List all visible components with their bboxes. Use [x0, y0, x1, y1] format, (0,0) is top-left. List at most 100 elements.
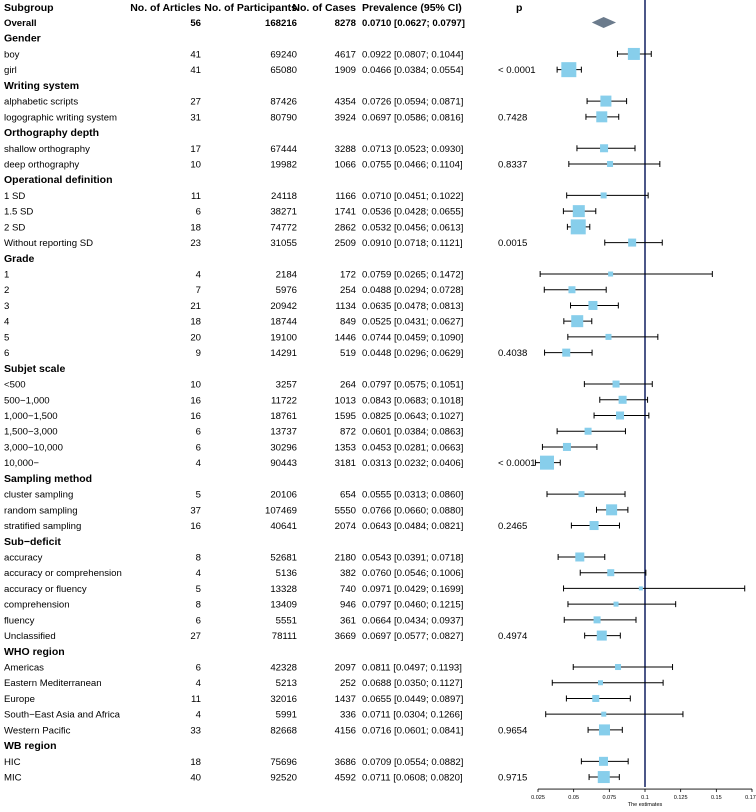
estimate-box — [607, 569, 615, 577]
table-row: HIC 18 75696 3686 0.0709 [0.0554; 0.0882] — [4, 757, 463, 768]
articles-value: 5 — [196, 584, 201, 595]
subgroup-label: logographic writing system — [4, 112, 117, 123]
prevalence-ci: 0.0466 [0.0384; 0.0554] — [362, 65, 463, 76]
cases-value: 1909 — [335, 65, 356, 76]
participants-value: 31055 — [270, 238, 297, 249]
subgroup-label: Europe — [4, 694, 35, 705]
p-value: 0.2465 — [498, 521, 527, 532]
section-label: Operational definition — [4, 174, 113, 186]
articles-value: 11 — [191, 191, 201, 202]
prevalence-ci: 0.0655 [0.0449; 0.0897] — [362, 694, 463, 705]
subgroup-label: random sampling — [4, 505, 78, 516]
participants-value: 19100 — [270, 332, 297, 343]
participants-value: 13409 — [270, 600, 297, 611]
participants-value: 13328 — [270, 584, 297, 595]
estimate-box — [600, 95, 612, 107]
table-row: 4 18 18744 849 0.0525 [0.0431; 0.0627] — [4, 317, 463, 328]
articles-value: 4 — [196, 270, 202, 281]
cases-value: 1066 — [335, 159, 356, 170]
participants-value: 32016 — [270, 694, 297, 705]
cases-value: 849 — [340, 317, 356, 328]
articles-value: 6 — [196, 207, 201, 218]
table-row: girl 41 65080 1909 0.0466 [0.0384; 0.0554] < … — [4, 65, 536, 76]
prevalence-ci: 0.0601 [0.0384; 0.0863] — [362, 427, 463, 438]
participants-value: 52681 — [270, 552, 297, 563]
cases-value: 8278 — [335, 18, 357, 29]
prevalence-ci: 0.0710 [0.0627; 0.0797] — [362, 18, 465, 29]
estimate-box — [570, 219, 586, 235]
table-row: fluency 6 5551 361 0.0664 [0.0434; 0.0937] — [4, 615, 463, 626]
cases-value: 1741 — [335, 207, 356, 218]
participants-value: 74772 — [270, 222, 297, 233]
participants-value: 20942 — [270, 301, 297, 312]
subgroup-label: boy — [4, 49, 20, 60]
subgroup-label: cluster sampling — [4, 490, 73, 501]
articles-value: 5 — [196, 490, 201, 501]
participants-value: 30296 — [270, 442, 297, 453]
estimate-box — [539, 455, 554, 470]
articles-value: 4 — [196, 710, 202, 721]
table-row: South−East Asia and Africa 4 5991 336 0.0711… — [4, 710, 463, 721]
subgroup-label: accuracy or fluency — [4, 584, 87, 595]
estimate-box — [601, 711, 607, 717]
cases-value: 740 — [340, 584, 356, 595]
articles-value: 41 — [190, 65, 201, 76]
estimate-box — [575, 552, 585, 562]
prevalence-ci: 0.0755 [0.0466; 0.1104] — [362, 159, 463, 170]
articles-value: 27 — [190, 631, 201, 642]
articles-value: 4 — [196, 678, 202, 689]
participants-value: 5551 — [276, 615, 297, 626]
cases-value: 2180 — [335, 552, 356, 563]
cases-value: 1595 — [335, 411, 356, 422]
participants-value: 3257 — [276, 380, 297, 391]
cases-value: 172 — [340, 270, 356, 281]
estimate-box — [597, 771, 610, 784]
articles-value: 18 — [190, 757, 201, 768]
tick-label: 0.075 — [602, 795, 616, 801]
estimate-box — [593, 616, 601, 624]
section-header: Operational definition — [4, 174, 113, 186]
subgroup-label: girl — [4, 65, 17, 76]
articles-value: 6 — [196, 427, 201, 438]
section-label: Sub−deficit — [4, 536, 61, 548]
articles-value: 11 — [191, 694, 201, 705]
subgroup-label: stratified sampling — [4, 521, 81, 532]
section-label: WB region — [4, 740, 57, 752]
estimate-box — [572, 205, 585, 218]
prevalence-ci: 0.0910 [0.0718; 0.1121] — [362, 238, 463, 249]
estimate-box — [627, 47, 640, 60]
header-prevalence: Prevalence (95% CI) — [362, 2, 462, 14]
table-row: deep orthography 10 19982 1066 0.0755 [0.046… — [4, 159, 527, 170]
table-row: accuracy 8 52681 2180 0.0543 [0.0391; 0.0718… — [4, 552, 463, 563]
header-subgroup: Subgroup — [4, 2, 54, 14]
cases-value: 872 — [340, 427, 356, 438]
participants-value: 90443 — [270, 458, 297, 469]
prevalence-ci: 0.0643 [0.0484; 0.0821] — [362, 521, 463, 532]
cases-value: 3288 — [335, 144, 356, 155]
estimate-box — [608, 271, 614, 277]
prevalence-ci: 0.0744 [0.0459; 0.1090] — [362, 332, 463, 343]
subgroup-label: MIC — [4, 773, 22, 784]
section-header: Grade — [4, 253, 35, 265]
table-row: 3,000−10,000 6 30296 1353 0.0453 [0.0281; 0.… — [4, 442, 463, 453]
articles-value: 16 — [190, 395, 201, 406]
overall-diamond — [591, 17, 617, 28]
estimate-box — [561, 62, 577, 78]
participants-value: 5136 — [276, 568, 297, 579]
x-axis-label: The estimates — [628, 802, 663, 808]
cases-value: 1166 — [335, 191, 356, 202]
prevalence-ci: 0.0536 [0.0428; 0.0655] — [362, 207, 463, 218]
subgroup-label: 500−1,000 — [4, 395, 50, 406]
prevalence-ci: 0.0726 [0.0594; 0.0871] — [362, 97, 463, 108]
estimate-box — [584, 427, 592, 435]
prevalence-ci: 0.0843 [0.0683; 0.1018] — [362, 395, 463, 406]
subgroup-label: <500 — [4, 380, 26, 391]
articles-value: 20 — [190, 332, 201, 343]
table-row: Eastern Mediterranean 4 5213 252 0.0688 [0.0… — [4, 678, 463, 689]
participants-value: 14291 — [270, 348, 297, 359]
prevalence-ci: 0.0759 [0.0265; 0.1472] — [362, 270, 463, 281]
cases-value: 2074 — [335, 521, 357, 532]
articles-value: 27 — [190, 97, 201, 108]
subgroup-label: 2 SD — [4, 222, 25, 233]
articles-value: 56 — [190, 18, 201, 29]
